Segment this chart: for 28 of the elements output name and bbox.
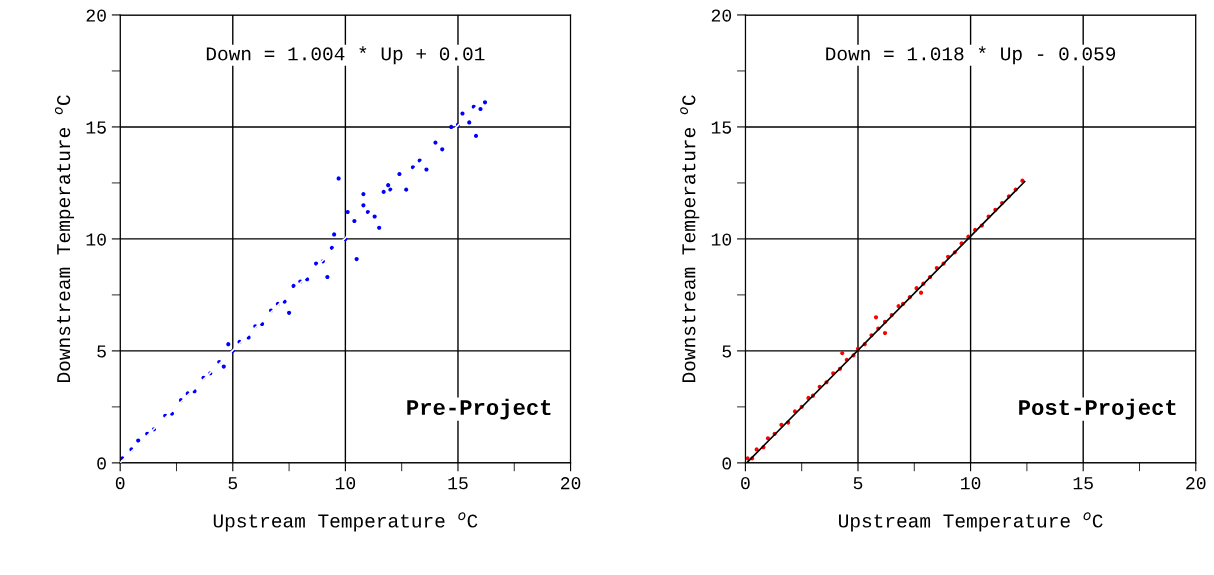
x-axis-title: Upstream Temperature $^{o}$C — [839, 512, 1103, 532]
x-tick-label: 0 — [115, 477, 125, 490]
y-tick-label: 20 — [86, 9, 106, 22]
x-tick-label: 10 — [335, 477, 356, 490]
annotation: Down = 1.004 * Up + 0.01 — [206, 46, 485, 65]
y-tick-label: 5 — [97, 345, 106, 358]
x-tick-label: 0 — [741, 477, 750, 490]
annotation: Down = 1.018 * Up - 0.059 — [826, 46, 1116, 65]
y-axis-title: Downstream Temperature $^{o}$C — [680, 95, 700, 382]
y-axis-title: Downstream Temperature $^{o}$C — [54, 95, 75, 382]
y-tick-label: 15 — [711, 121, 732, 134]
x-tick-label: 5 — [228, 477, 238, 490]
y-tick-label: 0 — [722, 457, 732, 470]
y-tick-label: 0 — [97, 457, 106, 470]
y-tick-label: 10 — [711, 233, 732, 246]
annotation: Post-Project — [1019, 398, 1176, 420]
y-tick-label: 5 — [722, 345, 732, 358]
x-tick-label: 5 — [853, 477, 863, 490]
y-tick-label: 20 — [711, 9, 732, 22]
y-tick-label: 15 — [86, 121, 106, 134]
x-tick-label: 15 — [1073, 477, 1093, 490]
x-tick-label: 20 — [1186, 477, 1206, 490]
y-tick-label: 10 — [86, 233, 106, 246]
x-tick-label: 15 — [448, 477, 468, 490]
x-axis-title: Upstream Temperature $^{o}$C — [213, 512, 478, 532]
x-tick-label: 10 — [961, 477, 981, 490]
x-tick-label: 20 — [561, 477, 581, 490]
annotation: Pre-Project — [407, 398, 551, 420]
